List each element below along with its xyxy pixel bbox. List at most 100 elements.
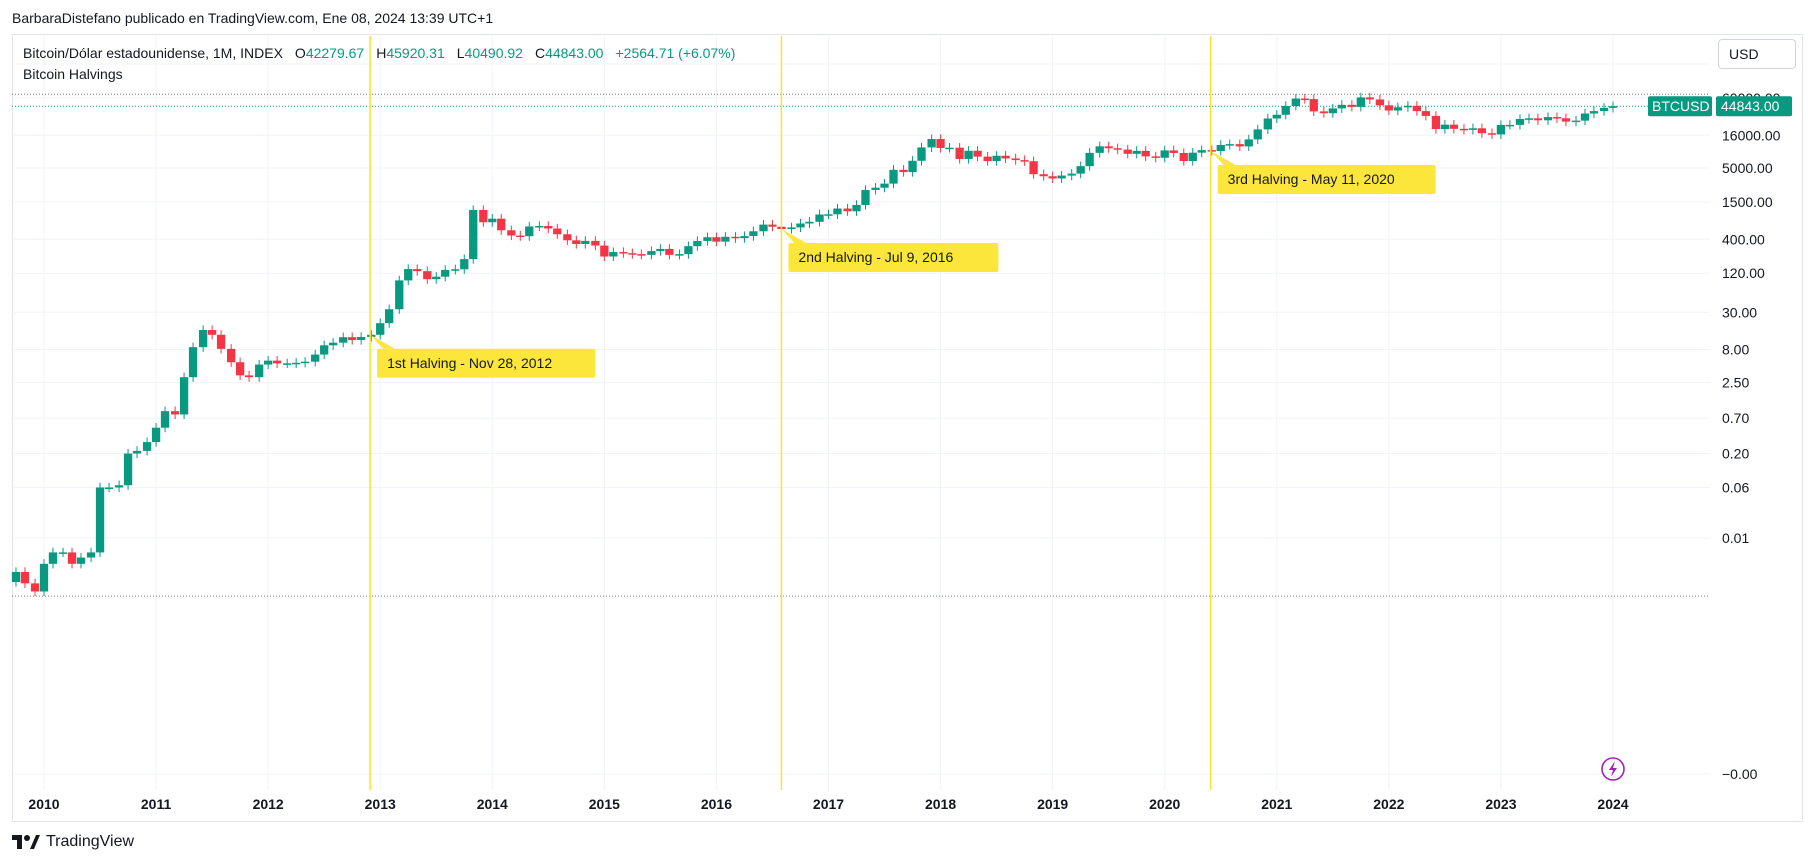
symbol-tag-label: BTCUSD: [1652, 98, 1710, 114]
candle: [20, 567, 30, 588]
candle: [637, 249, 646, 260]
candle-body: [805, 221, 814, 224]
candle-body: [1272, 114, 1281, 119]
candle-body: [1487, 133, 1497, 135]
time-tick-label: 2011: [141, 796, 172, 812]
time-tick-label: 2014: [477, 796, 508, 812]
candle: [1487, 128, 1497, 139]
candle-body: [749, 231, 758, 237]
candle: [1132, 146, 1141, 159]
candle: [460, 254, 469, 274]
candle: [507, 225, 516, 241]
candle-body: [1020, 160, 1029, 162]
price-tick-label: 0.20: [1722, 446, 1749, 462]
legend-indicator[interactable]: Bitcoin Halvings: [23, 66, 123, 82]
legend-symbol[interactable]: Bitcoin/Dólar estadounidense, 1M, INDEX: [23, 45, 283, 61]
candle: [160, 406, 170, 433]
halving-box: [788, 243, 999, 273]
candle-body: [544, 226, 553, 229]
candle: [151, 423, 161, 447]
halving-pointer: [370, 334, 396, 349]
candle: [1533, 113, 1543, 125]
time-tick-label: 2023: [1485, 796, 1516, 812]
chart-frame: [12, 34, 1803, 822]
candle-body: [1440, 124, 1450, 130]
candle-body: [1543, 117, 1553, 121]
candle: [824, 209, 833, 220]
candle-body: [787, 227, 796, 230]
lightning-icon[interactable]: [1601, 757, 1625, 781]
candle: [591, 236, 600, 251]
candle-body: [160, 411, 170, 428]
candle-body: [955, 147, 964, 159]
candle: [619, 247, 628, 258]
candle-body: [1599, 107, 1609, 112]
candle: [132, 446, 142, 459]
candle-body: [1393, 107, 1402, 111]
candle-body: [1505, 124, 1515, 127]
price-tick-label: 400.00: [1722, 231, 1765, 247]
candle: [1291, 93, 1300, 111]
candle: [1505, 120, 1515, 130]
symbol-price-tag: [1648, 96, 1712, 117]
candle: [908, 156, 917, 177]
candle-body: [48, 552, 58, 564]
candle-body: [703, 237, 712, 241]
candle: [320, 340, 329, 360]
candle-body: [469, 209, 478, 260]
candle-body: [1468, 128, 1478, 130]
candle: [628, 248, 637, 259]
candle: [693, 236, 702, 251]
candle: [413, 264, 422, 276]
candle: [188, 342, 198, 382]
published-line: BarbaraDistefano publicado en TradingVie…: [12, 10, 494, 26]
candle-body: [123, 453, 133, 486]
candle: [497, 214, 506, 235]
candle: [703, 232, 712, 246]
candle-body: [1300, 98, 1309, 101]
candle: [1067, 168, 1076, 181]
candle-body: [328, 342, 338, 346]
candle: [889, 165, 898, 189]
candle-body: [292, 362, 301, 365]
candle: [535, 221, 544, 232]
candle: [1328, 103, 1337, 118]
time-tick-label: 2016: [701, 796, 732, 812]
candle: [1431, 111, 1441, 134]
candle: [1169, 145, 1178, 158]
candle: [1309, 94, 1318, 116]
candle: [927, 134, 936, 152]
candle-body: [768, 224, 777, 227]
candle-body: [1347, 104, 1357, 107]
tradingview-logo[interactable]: TradingView: [12, 833, 134, 851]
candle-body: [656, 248, 665, 252]
candle: [432, 272, 441, 284]
last-price-tag: [1716, 96, 1792, 117]
candle-body: [1608, 106, 1618, 108]
candle-body: [973, 150, 982, 157]
candle-body: [376, 323, 385, 335]
candle: [58, 547, 68, 557]
halving-label: 1st Halving - Nov 28, 2012: [387, 355, 552, 371]
candle: [1524, 113, 1534, 124]
candle: [1001, 151, 1010, 164]
currency-button[interactable]: USD: [1718, 39, 1796, 69]
candle: [768, 219, 777, 232]
candle: [684, 241, 693, 259]
candle-body: [263, 360, 273, 365]
candle: [207, 325, 217, 340]
candle: [1412, 101, 1422, 116]
candle-body: [1412, 105, 1422, 112]
candle: [272, 355, 282, 368]
candle-body: [1169, 150, 1178, 153]
candle-body: [1076, 166, 1085, 174]
candle: [469, 205, 478, 264]
candle-body: [1085, 152, 1094, 167]
legend-change: +2564.71 (+6.07%): [615, 45, 736, 61]
legend-close: 44843.00: [545, 45, 604, 61]
candle-body: [516, 235, 525, 238]
candle-body: [1113, 148, 1122, 150]
candle-body: [348, 337, 357, 341]
candle: [311, 349, 320, 367]
